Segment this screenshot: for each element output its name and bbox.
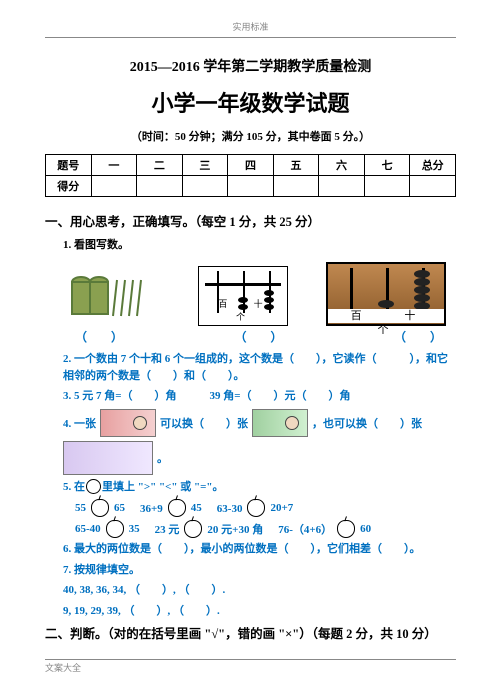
header-label: 实用标准 <box>45 20 456 33</box>
divider-bottom <box>45 659 456 660</box>
table-cell: 五 <box>273 155 319 176</box>
apple-icon <box>247 499 265 517</box>
q4-row: 4. 一张 可以换（ ）张 ，也可以换（ ）张 <box>63 409 456 437</box>
q3-text: 3. 5 元 7 角=（ ）角 39 角=（ ）元（ ）角 <box>63 388 456 405</box>
table-cell <box>91 176 137 197</box>
blank-paren: （ ） <box>234 328 282 345</box>
footer-label: 文案大全 <box>45 661 81 674</box>
q7-text: 7. 按规律填空。 <box>63 562 456 579</box>
table-cell <box>273 176 319 197</box>
table-cell: 得分 <box>46 176 92 197</box>
table-cell <box>228 176 274 197</box>
q4-part-d: 。 <box>157 450 168 466</box>
section-1-head: 一、用心思考，正确填写。（每空 1 分，共 25 分） <box>45 211 456 230</box>
banknote-50-icon <box>252 409 308 437</box>
blank-paren: （ ） <box>75 328 123 345</box>
q4-row-2: 。 <box>63 441 456 475</box>
table-cell <box>137 176 183 197</box>
table-cell <box>319 176 365 197</box>
table-cell <box>182 176 228 197</box>
banknote-100-icon <box>100 409 156 437</box>
table-row: 题号 一 二 三 四 五 六 七 总分 <box>46 155 456 176</box>
score-table: 题号 一 二 三 四 五 六 七 总分 得分 <box>45 154 456 197</box>
abacus-icon: 百 十 个 <box>326 262 446 326</box>
table-cell: 六 <box>319 155 365 176</box>
table-row: 得分 <box>46 176 456 197</box>
q5-row-1: 5565 36+945 63-3020+7 <box>75 499 456 517</box>
q4-part-b: 可以换（ ）张 <box>160 415 248 431</box>
circle-icon <box>86 479 101 494</box>
table-cell: 三 <box>182 155 228 176</box>
table-cell: 一 <box>91 155 137 176</box>
place-value-frame-icon: 百 十 个 <box>198 266 288 326</box>
table-cell: 总分 <box>410 155 456 176</box>
exam-year-title: 2015—2016 学年第二学期教学质量检测 <box>45 56 456 76</box>
table-cell: 二 <box>137 155 183 176</box>
q1-figures: 百 十 个 百 十 个 <box>69 256 446 326</box>
banknote-wide-icon <box>63 441 153 475</box>
counting-sticks-icon <box>69 266 159 326</box>
table-cell: 七 <box>364 155 410 176</box>
apple-icon <box>168 499 186 517</box>
q5-row-2: 65-4035 23 元20 元+30 角 76-（4+6）60 <box>75 520 456 538</box>
q1-text: 1. 看图写数。 <box>63 236 456 252</box>
section-2-head: 二、判断。（对的在括号里画 "√"，错的画 "×"）（每题 2 分，共 10 分… <box>45 623 456 642</box>
q7-seq2: 9, 19, 29, 39, （ ）, （ ）. <box>63 603 456 620</box>
q4-part-a: 4. 一张 <box>63 415 96 431</box>
exam-main-title: 小学一年级数学试题 <box>45 86 456 118</box>
apple-icon <box>337 520 355 538</box>
table-cell <box>410 176 456 197</box>
table-cell <box>364 176 410 197</box>
q2-text: 2. 一个数由 7 个十和 6 个一组成的，这个数是（ ），它读作（ ），和它相… <box>63 351 456 384</box>
exam-sub-title: （时间：50 分钟；满分 105 分，其中卷面 5 分。） <box>45 128 456 144</box>
table-cell: 四 <box>228 155 274 176</box>
table-cell: 题号 <box>46 155 92 176</box>
q7-seq1: 40, 38, 36, 34, （ ）, （ ）. <box>63 582 456 599</box>
apple-icon <box>106 520 124 538</box>
q6-text: 6. 最大的两位数是（ ），最小的两位数是（ ），它们相差（ ）。 <box>63 541 456 558</box>
divider-top <box>45 37 456 38</box>
q5-head: 5. 在里填上 ">" "<" 或 "="。 <box>63 479 456 496</box>
q4-part-c: ，也可以换（ ）张 <box>312 415 422 431</box>
apple-icon <box>91 499 109 517</box>
apple-icon <box>184 520 202 538</box>
